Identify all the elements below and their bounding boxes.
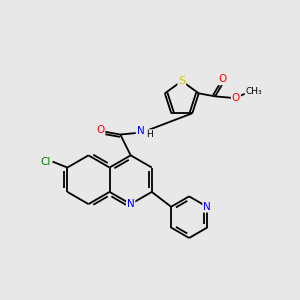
Text: H: H	[147, 130, 153, 139]
Text: N: N	[127, 199, 135, 209]
Text: S: S	[178, 76, 185, 86]
Text: O: O	[218, 74, 227, 84]
Text: CH₃: CH₃	[245, 87, 262, 96]
Text: Cl: Cl	[40, 157, 51, 166]
Text: O: O	[232, 93, 240, 103]
Text: N: N	[137, 126, 145, 136]
Text: N: N	[203, 202, 211, 212]
Text: O: O	[96, 125, 104, 135]
